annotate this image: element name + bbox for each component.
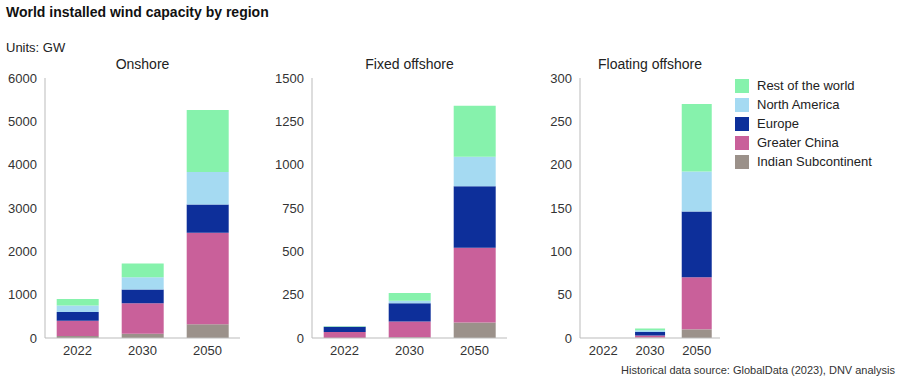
svg-text:6000: 6000 [8,71,37,86]
svg-text:200: 200 [550,157,572,172]
svg-text:0: 0 [297,331,304,346]
svg-text:2022: 2022 [589,343,618,358]
svg-text:2030: 2030 [128,343,157,358]
svg-text:4000: 4000 [8,157,37,172]
html-text:Fixed offshore: Fixed offshore [365,56,454,72]
html-text:Europe: Europe [757,116,799,131]
html-text:Rest of the world: Rest of the world [757,78,855,93]
svg-text:250: 250 [550,114,572,129]
svg-text:50: 50 [558,287,572,302]
svg-text:2050: 2050 [682,343,711,358]
svg-text:100: 100 [550,244,572,259]
svg-text:500: 500 [282,244,304,259]
svg-text:2022: 2022 [330,343,359,358]
svg-text:2030: 2030 [636,343,665,358]
html-text:Indian Subcontinent: Indian Subcontinent [757,154,872,169]
svg-text:1000: 1000 [8,287,37,302]
svg-text:1000: 1000 [275,157,304,172]
svg-text:1250: 1250 [275,114,304,129]
svg-text:150: 150 [550,201,572,216]
svg-text:300: 300 [550,71,572,86]
svg-text:5000: 5000 [8,114,37,129]
svg-text:2022: 2022 [63,343,92,358]
svg-text:2050: 2050 [193,343,222,358]
svg-text:2000: 2000 [8,244,37,259]
svg-text:750: 750 [282,201,304,216]
svg-text:1500: 1500 [275,71,304,86]
html-text:Floating offshore: Floating offshore [598,56,702,72]
html-text:Onshore: Onshore [115,56,170,72]
svg-text:2050: 2050 [460,343,489,358]
svg-text:0: 0 [565,331,572,346]
html-text:Historical data source: Global: Historical data source: GlobalData (2023… [621,364,895,376]
html-text:Greater China: Greater China [757,135,839,150]
svg-text:2030: 2030 [395,343,424,358]
html-text:Units: GW: Units: GW [6,40,66,55]
html-text:World installed wind capacity: World installed wind capacity by region [6,4,269,20]
svg-text:0: 0 [30,331,37,346]
html-text:North America: North America [757,97,840,112]
svg-text:250: 250 [282,287,304,302]
svg-text:3000: 3000 [8,201,37,216]
